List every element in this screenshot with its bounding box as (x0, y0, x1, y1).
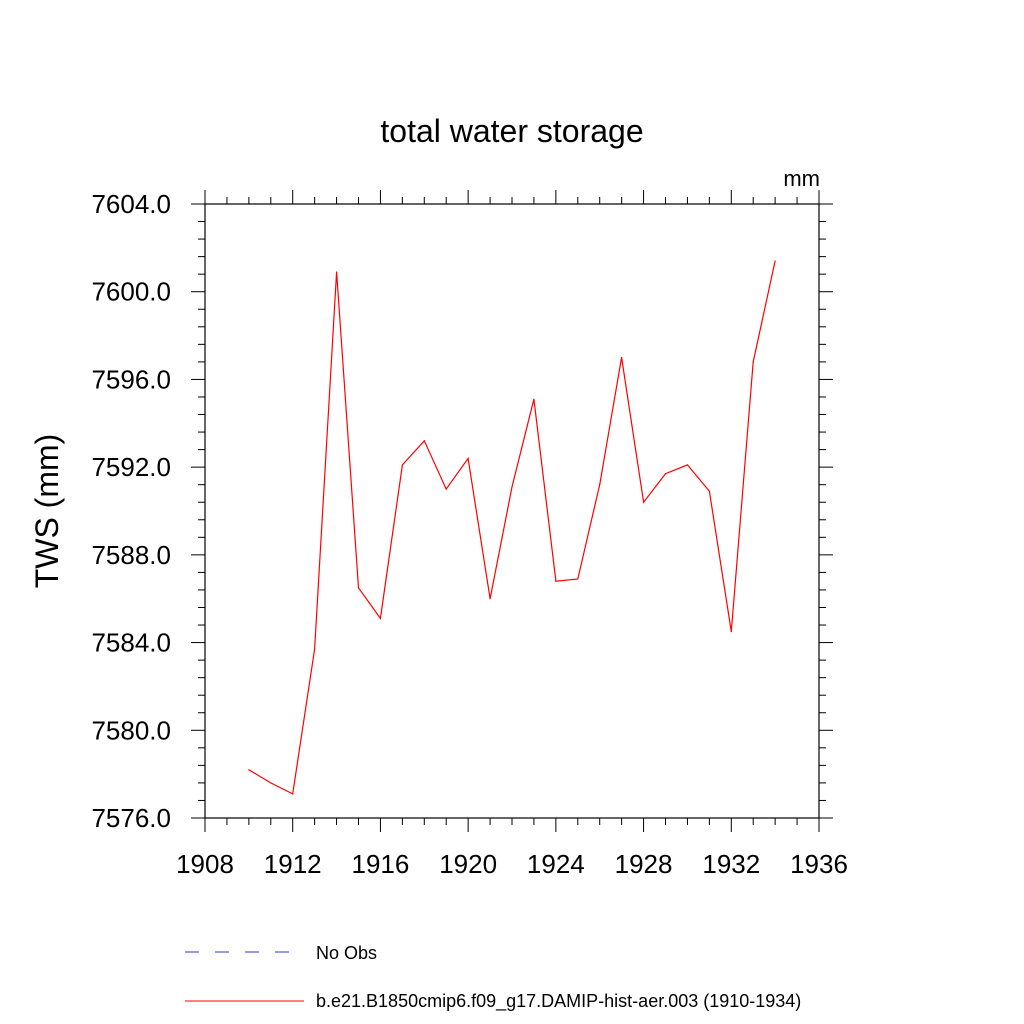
x-tick-label: 1908 (176, 849, 234, 879)
data-point (467, 457, 469, 459)
x-tick-label: 1912 (264, 849, 322, 879)
legend-label-model: b.e21.B1850cmip6.f09_g17.DAMIP-hist-aer.… (316, 991, 801, 1012)
x-tick-label: 1920 (439, 849, 497, 879)
data-point (686, 464, 689, 466)
x-tick-label: 1916 (352, 849, 410, 879)
data-point (423, 440, 425, 442)
y-tick-label: 7596.0 (91, 364, 171, 394)
y-axis-label: TWS (mm) (29, 434, 65, 589)
data-point (664, 473, 667, 475)
series-line-0 (248, 260, 776, 795)
data-point (511, 486, 513, 488)
data-point (599, 484, 601, 486)
series-group (248, 260, 776, 795)
x-tick-label: 1936 (790, 849, 848, 879)
data-point (774, 260, 776, 262)
y-tick-label: 7576.0 (91, 803, 171, 833)
data-point (642, 501, 645, 503)
data-point (445, 488, 447, 490)
data-point (270, 782, 272, 784)
y-tick-label: 7604.0 (91, 189, 171, 219)
data-point (621, 356, 623, 359)
plot-frame (204, 203, 820, 819)
data-point (335, 271, 338, 273)
data-point (489, 598, 491, 600)
axis-ticks: 1908 1912 1916 1920 1924 1928 1932 1936 7576.0 75… (91, 189, 847, 879)
data-point (533, 398, 535, 400)
legend-label-no-obs: No Obs (316, 943, 377, 963)
data-point (577, 578, 579, 580)
y-tick-label: 7580.0 (91, 715, 171, 745)
chart-title: total water storage (380, 113, 643, 149)
y-tick-label: 7584.0 (91, 628, 171, 658)
data-point (730, 631, 732, 633)
data-point (379, 617, 382, 620)
data-point (555, 580, 557, 582)
data-point (401, 464, 403, 466)
data-point (752, 361, 754, 363)
data-point (357, 587, 360, 589)
y-tick-label: 7600.0 (91, 277, 171, 307)
data-point (314, 648, 316, 650)
data-point (292, 793, 294, 795)
data-point (248, 769, 250, 771)
y-tick-label: 7592.0 (91, 452, 171, 482)
x-tick-label: 1928 (615, 849, 673, 879)
x-tick-label: 1932 (702, 849, 760, 879)
data-point (708, 490, 710, 492)
y-tick-label: 7588.0 (91, 540, 171, 570)
legend: No Obs b.e21.B1850cmip6.f09_g17.DAMIP-hi… (185, 943, 801, 1012)
units-label: mm (783, 166, 820, 191)
x-tick-label: 1924 (527, 849, 585, 879)
